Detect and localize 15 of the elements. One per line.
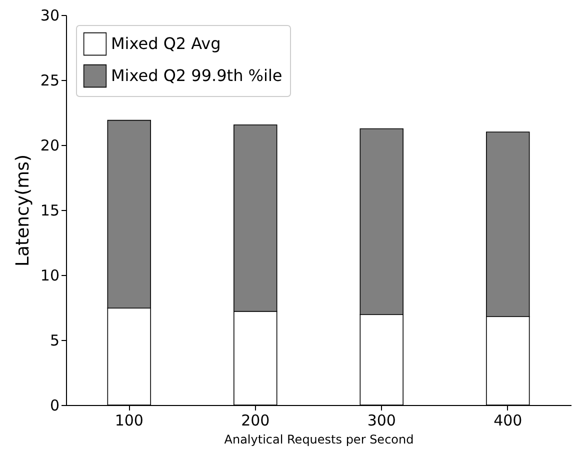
legend-label: Mixed Q2 Avg [111, 34, 221, 53]
x-tick-label: 400 [494, 412, 522, 430]
y-tick-label: 10 [40, 266, 60, 284]
y-tick-label: 5 [50, 332, 60, 350]
y-tick-label: 20 [40, 136, 60, 154]
x-tick-label: 200 [241, 412, 270, 430]
y-tick-label: 30 [40, 6, 60, 24]
x-tick-label: 300 [367, 412, 396, 430]
x-axis-title: Analytical Requests per Second [224, 432, 414, 446]
y-tick-label: 15 [40, 202, 60, 220]
legend-label: Mixed Q2 99.9th %ile [111, 66, 282, 85]
y-tick-label: 0 [50, 396, 60, 414]
y-axis-title: Latency(ms) [12, 154, 34, 267]
x-tick-label: 100 [114, 412, 144, 430]
y-tick-label: 25 [40, 72, 60, 90]
